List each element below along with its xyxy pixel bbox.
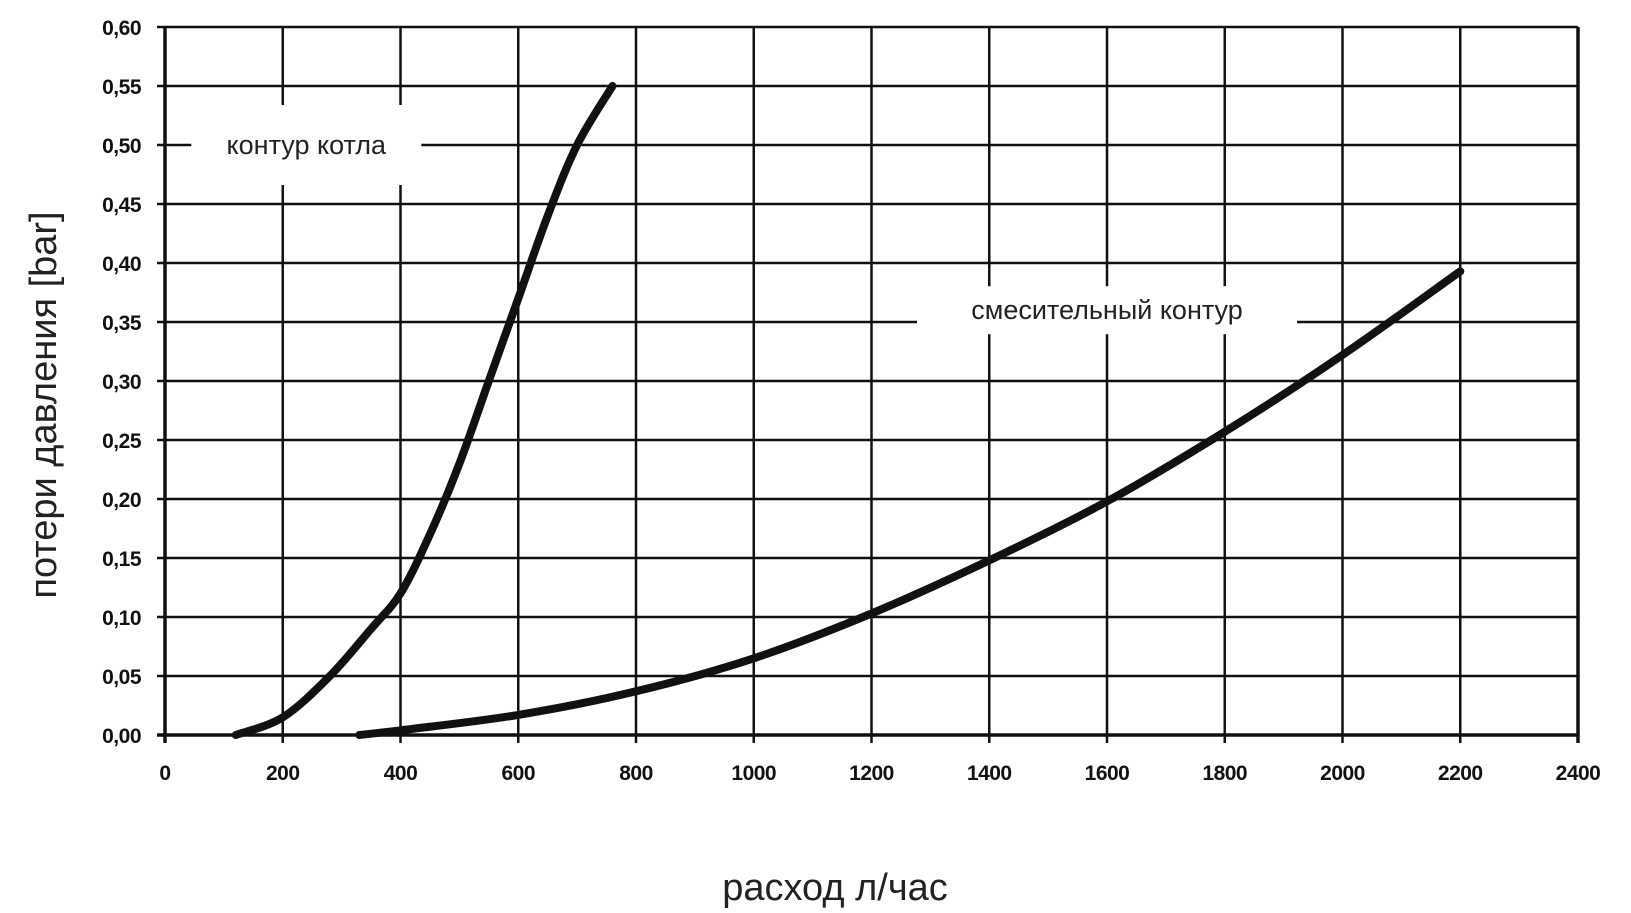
- y-tick-label: 0,40: [102, 253, 141, 276]
- y-tick-label: 0,00: [102, 725, 141, 748]
- x-tick-label: 1600: [1085, 762, 1130, 785]
- series-line-1: [355, 267, 1465, 739]
- series-label-0: контур котла: [227, 130, 387, 160]
- x-tick-label: 1400: [967, 762, 1012, 785]
- y-tick-label: 0,45: [102, 194, 142, 217]
- series-line-0: [231, 82, 617, 739]
- series-label-background: [917, 286, 1297, 335]
- y-tick-label: 0,35: [102, 312, 142, 335]
- y-tick-label: 0,30: [102, 371, 141, 394]
- y-tick-label: 0,60: [102, 17, 141, 40]
- y-tick-label: 0,10: [102, 607, 141, 630]
- series-label-background: [191, 105, 422, 185]
- y-tick-label: 0,20: [102, 489, 141, 512]
- x-tick-label: 1800: [1202, 762, 1247, 785]
- y-tick-label: 0,15: [102, 548, 142, 571]
- x-tick-label: 1000: [731, 762, 776, 785]
- y-tick-label: 0,25: [102, 430, 142, 453]
- series-label-1: смесительный контур: [971, 295, 1243, 325]
- y-tick-label: 0,05: [102, 666, 142, 689]
- x-tick-label: 600: [501, 762, 535, 785]
- x-tick-label: 800: [619, 762, 653, 785]
- x-tick-label: 1200: [849, 762, 894, 785]
- y-tick-label: 0,50: [102, 135, 141, 158]
- x-tick-label: 2200: [1438, 762, 1483, 785]
- x-tick-label: 0: [159, 762, 170, 785]
- series-layer: [231, 82, 1465, 739]
- label-layer: контур котла смесительный контур: [191, 105, 1297, 335]
- x-tick-label: 2000: [1320, 762, 1365, 785]
- x-axis-title: расход л/час: [722, 867, 948, 908]
- x-tick-label: 400: [384, 762, 418, 785]
- x-tick-label: 200: [266, 762, 300, 785]
- y-axis-title: потери давления [bar]: [23, 211, 65, 598]
- y-tick-label: 0,55: [102, 76, 142, 99]
- tick-labels: 0,00 0,05 0,10 0,15 0,20 0,25 0,30 0,35 0,40 0,45…: [102, 17, 1601, 785]
- x-tick-label: 2400: [1556, 762, 1601, 785]
